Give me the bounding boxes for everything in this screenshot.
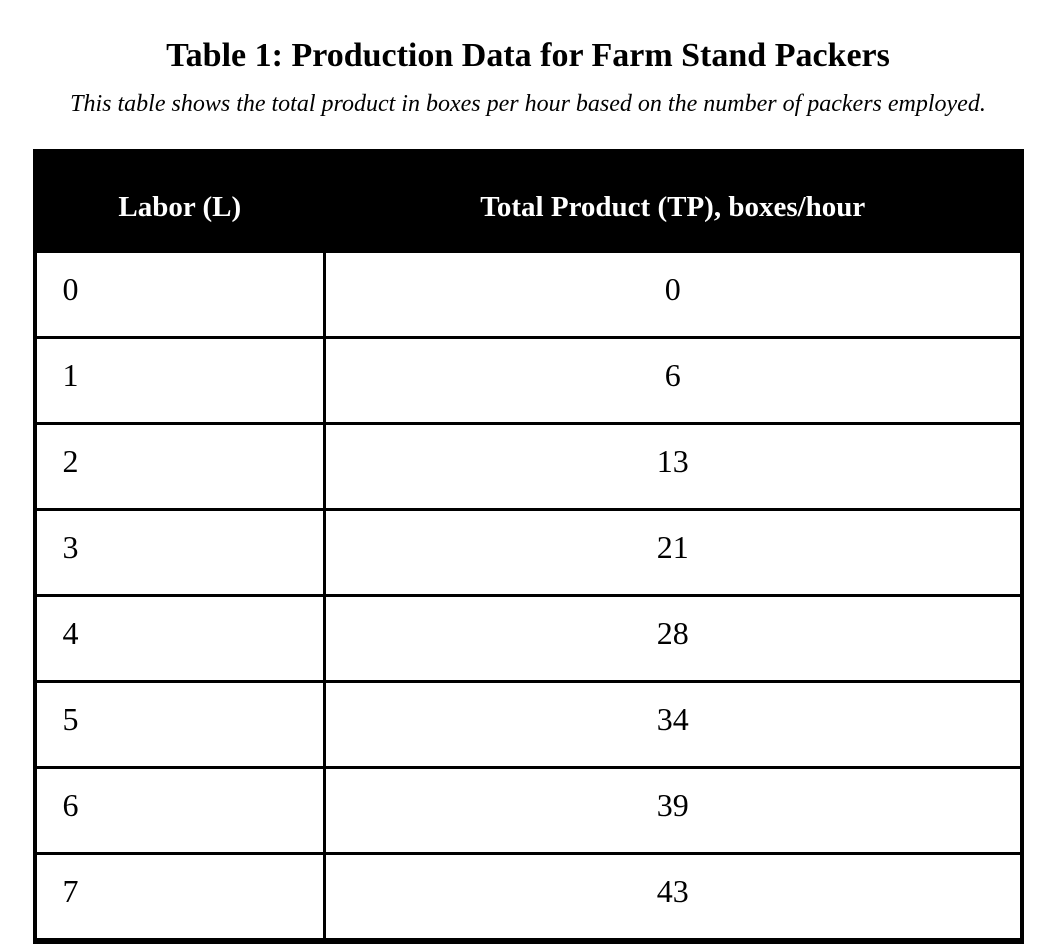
column-header-labor: Labor (L) bbox=[33, 149, 326, 253]
total-product-cell: 28 bbox=[323, 593, 1023, 683]
header-row: Labor (L) Total Product (TP), boxes/hour bbox=[33, 149, 1023, 253]
labor-cell: 1 bbox=[33, 335, 326, 425]
total-product-cell: 43 bbox=[323, 851, 1023, 943]
total-product-cell: 13 bbox=[323, 421, 1023, 511]
table-caption: This table shows the total product in bo… bbox=[70, 90, 986, 117]
table-row: 6 39 bbox=[33, 765, 1023, 855]
total-product-cell: 0 bbox=[323, 249, 1023, 339]
labor-cell: 0 bbox=[33, 249, 326, 339]
page-title: Table 1: Production Data for Farm Stand … bbox=[166, 37, 890, 74]
table-row: 1 6 bbox=[33, 335, 1023, 425]
column-header-total-product: Total Product (TP), boxes/hour bbox=[323, 149, 1023, 253]
table-row: 3 21 bbox=[33, 507, 1023, 597]
labor-cell: 4 bbox=[33, 593, 326, 683]
table-row: 7 43 bbox=[33, 851, 1023, 943]
total-product-cell: 6 bbox=[323, 335, 1023, 425]
table-row: 0 0 bbox=[33, 249, 1023, 339]
labor-cell: 6 bbox=[33, 765, 326, 855]
labor-cell: 3 bbox=[33, 507, 326, 597]
total-product-cell: 34 bbox=[323, 679, 1023, 769]
table-row: 5 34 bbox=[33, 679, 1023, 769]
labor-cell: 5 bbox=[33, 679, 326, 769]
table-row: 2 13 bbox=[33, 421, 1023, 511]
total-product-cell: 21 bbox=[323, 507, 1023, 597]
total-product-cell: 39 bbox=[323, 765, 1023, 855]
production-table: Labor (L) Total Product (TP), boxes/hour… bbox=[32, 148, 1024, 944]
table-row: 4 28 bbox=[33, 593, 1023, 683]
labor-cell: 2 bbox=[33, 421, 326, 511]
labor-cell: 7 bbox=[33, 851, 326, 943]
